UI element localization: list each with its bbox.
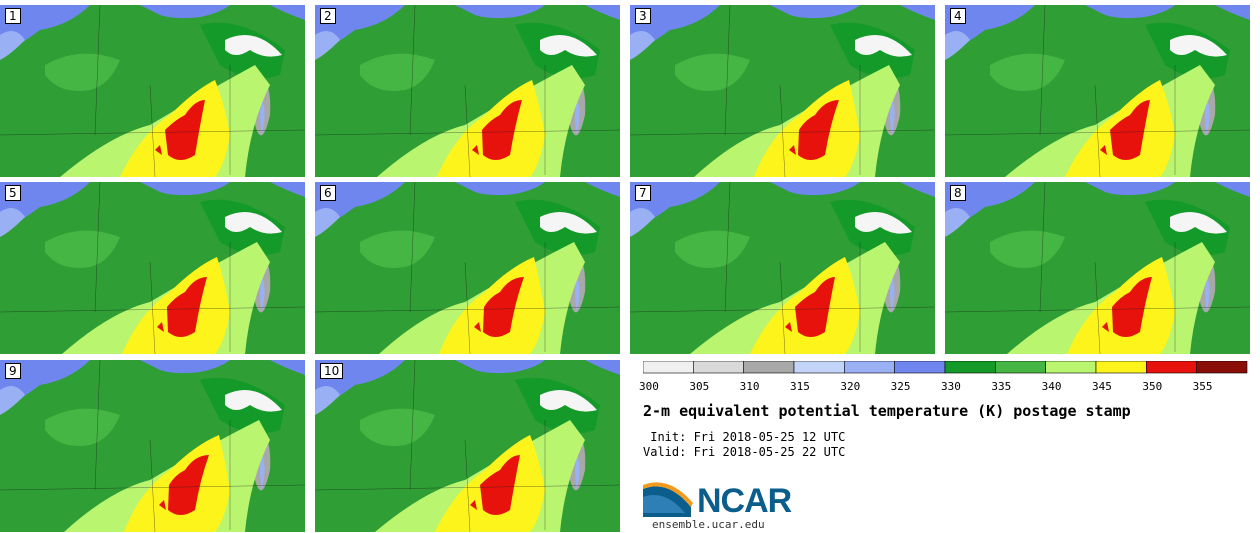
stamp-map [0, 182, 305, 354]
map-stamp: 6 [315, 182, 620, 354]
stamp-number: 1 [5, 8, 21, 24]
stamp-map [315, 5, 620, 177]
map-stamp: 2 [315, 5, 620, 177]
colorbar-tick-label: 300 [639, 380, 659, 393]
stamp-map [315, 182, 620, 354]
stamp-map [945, 5, 1250, 177]
stamp-map [630, 182, 935, 354]
stamp-number: 3 [635, 8, 651, 24]
map-stamp: 3 [630, 5, 935, 177]
map-stamp: 4 [945, 5, 1250, 177]
colorbar-swatch [793, 361, 845, 374]
stamp-map [630, 5, 935, 177]
stamp-number: 10 [320, 363, 344, 379]
colorbar-swatch [743, 361, 795, 374]
valid-time: Valid: Fri 2018-05-25 22 UTC [643, 445, 846, 459]
init-time: Init: Fri 2018-05-25 12 UTC [643, 430, 846, 444]
map-stamp: 10 [315, 360, 620, 532]
colorbar-swatch [1146, 361, 1197, 374]
colorbar-tick-label: 305 [689, 380, 710, 393]
colorbar-swatch [1095, 361, 1147, 374]
colorbar-tick-label: 350 [1142, 380, 1163, 393]
ncar-logo-icon [643, 482, 693, 517]
colorbar-tick-label: 345 [1092, 380, 1112, 393]
stamp-number: 8 [950, 185, 966, 201]
colorbar-tick-label: 340 [1041, 380, 1062, 393]
stamp-number: 6 [320, 185, 336, 201]
stamp-map [945, 182, 1250, 354]
stamp-number: 5 [5, 185, 21, 201]
stamp-number: 2 [320, 8, 336, 24]
stamp-map [315, 360, 620, 532]
colorbar-tick-label: 325 [890, 380, 911, 393]
colorbar-swatch [693, 361, 744, 374]
stamp-number: 9 [5, 363, 21, 379]
colorbar-swatch [1196, 361, 1248, 374]
colorbar-swatch [643, 361, 694, 374]
map-stamp: 7 [630, 182, 935, 354]
map-stamp: 5 [0, 182, 305, 354]
colorbar-tick-label: 355 [1192, 380, 1213, 393]
logo-text: NCAR [697, 482, 792, 520]
colorbar-swatch [944, 361, 996, 374]
colorbar-tick-label: 320 [840, 380, 861, 393]
colorbar-swatch [894, 361, 946, 374]
stamp-number: 4 [950, 8, 966, 24]
site-url: ensemble.ucar.edu [652, 518, 765, 531]
colorbar-tick-label: 315 [790, 380, 810, 393]
figure-title: 2-m equivalent potential temperature (K)… [643, 402, 1131, 420]
map-stamp: 1 [0, 5, 305, 177]
map-stamp: 8 [945, 182, 1250, 354]
colorbar-tick-label: 335 [991, 380, 1012, 393]
colorbar [643, 361, 1248, 374]
map-stamp: 9 [0, 360, 305, 532]
colorbar-swatch [1045, 361, 1097, 374]
colorbar-tick-label: 310 [739, 380, 760, 393]
colorbar-swatch [995, 361, 1046, 374]
stamp-map [0, 360, 305, 532]
colorbar-tick-label: 330 [941, 380, 961, 393]
colorbar-swatch [844, 361, 895, 374]
stamp-number: 7 [635, 185, 651, 201]
stamp-map [0, 5, 305, 177]
